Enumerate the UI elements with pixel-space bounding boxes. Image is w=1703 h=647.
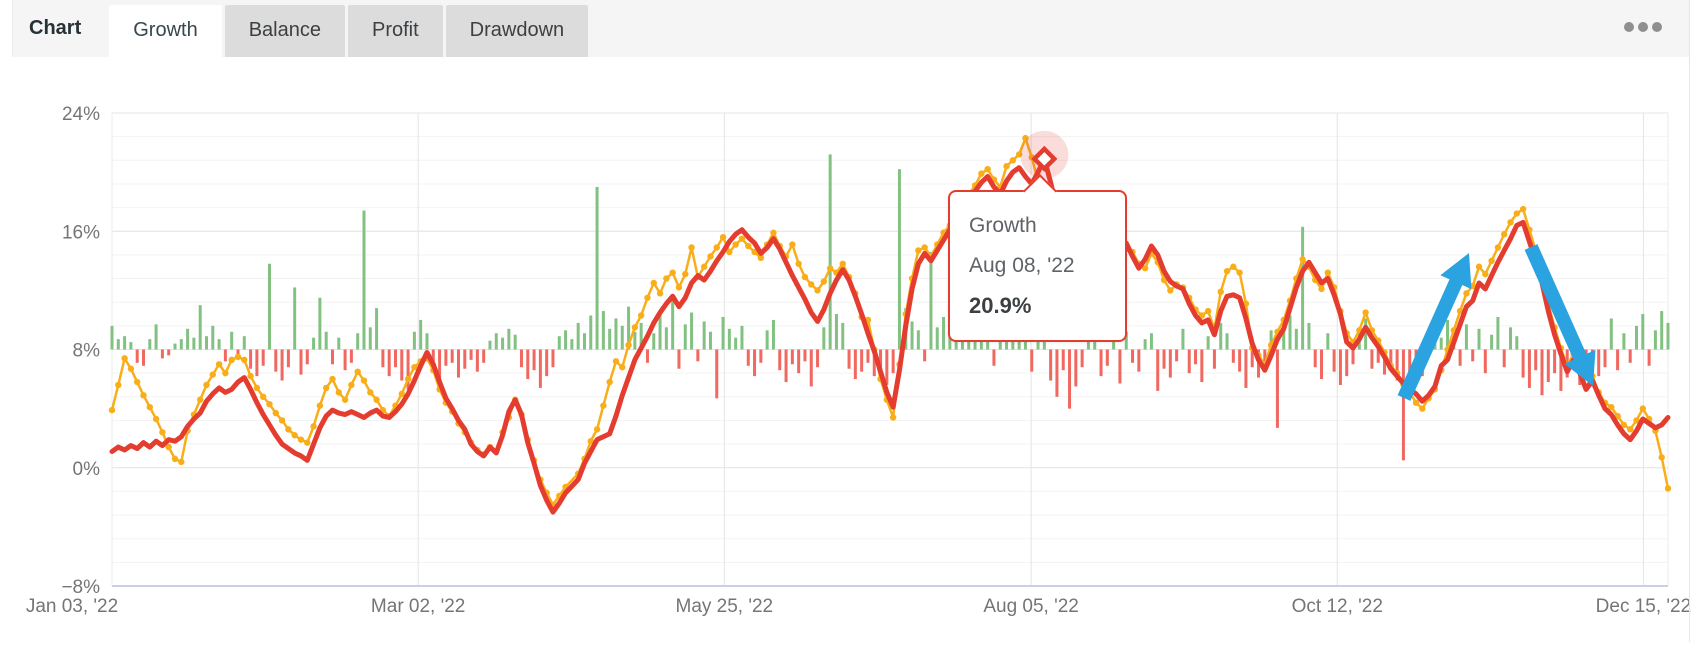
trend-up-arrow-annotation: [1397, 253, 1472, 401]
tab-growth[interactable]: Growth: [109, 5, 222, 62]
svg-text:0%: 0%: [73, 459, 101, 480]
svg-text:Jan 03, '22: Jan 03, '22: [26, 596, 118, 617]
tab-balance[interactable]: Balance: [224, 5, 345, 57]
tab-drawdown[interactable]: Drawdown: [445, 5, 589, 57]
tooltip-value: 20.9%: [969, 293, 1032, 318]
gridlines: [111, 112, 1669, 587]
chart-tooltip: Growth Aug 08, '22 20.9%: [948, 174, 1127, 342]
x-axis-labels: Jan 03, '22 Mar 02, '22 May 25, '22 Aug 05,…: [26, 596, 1691, 617]
card-right-border: [1689, 0, 1690, 642]
svg-text:16%: 16%: [62, 222, 100, 243]
highlighted-point-marker[interactable]: [1031, 145, 1058, 172]
ellipsis-menu-icon[interactable]: [1624, 22, 1662, 32]
svg-text:Mar 02, '22: Mar 02, '22: [371, 596, 465, 617]
tab-profit[interactable]: Profit: [347, 5, 443, 57]
svg-text:Aug 05, '22: Aug 05, '22: [983, 596, 1079, 617]
growth-chart[interactable]: 24% 16% 8% 0% −8% Jan 03, '22 Mar 02, '22 May 2…: [0, 57, 1703, 642]
tooltip-date: Aug 08, '22: [969, 254, 1075, 277]
chart-tabs-bar: Chart Growth Balance Profit Drawdown: [12, 0, 1690, 62]
svg-text:24%: 24%: [62, 104, 100, 125]
svg-text:8%: 8%: [73, 341, 101, 362]
tooltip-series-label: Growth: [969, 214, 1037, 237]
panel-title: Chart: [29, 17, 82, 39]
y-axis-labels: 24% 16% 8% 0% −8%: [61, 104, 100, 598]
growth-line-series[interactable]: [109, 156, 1671, 515]
svg-text:Oct 12, '22: Oct 12, '22: [1292, 596, 1383, 617]
svg-text:May 25, '22: May 25, '22: [676, 596, 774, 617]
svg-text:Dec 15, '22: Dec 15, '22: [1596, 596, 1692, 617]
svg-text:−8%: −8%: [61, 577, 100, 598]
trend-down-arrow-annotation: [1524, 244, 1596, 386]
